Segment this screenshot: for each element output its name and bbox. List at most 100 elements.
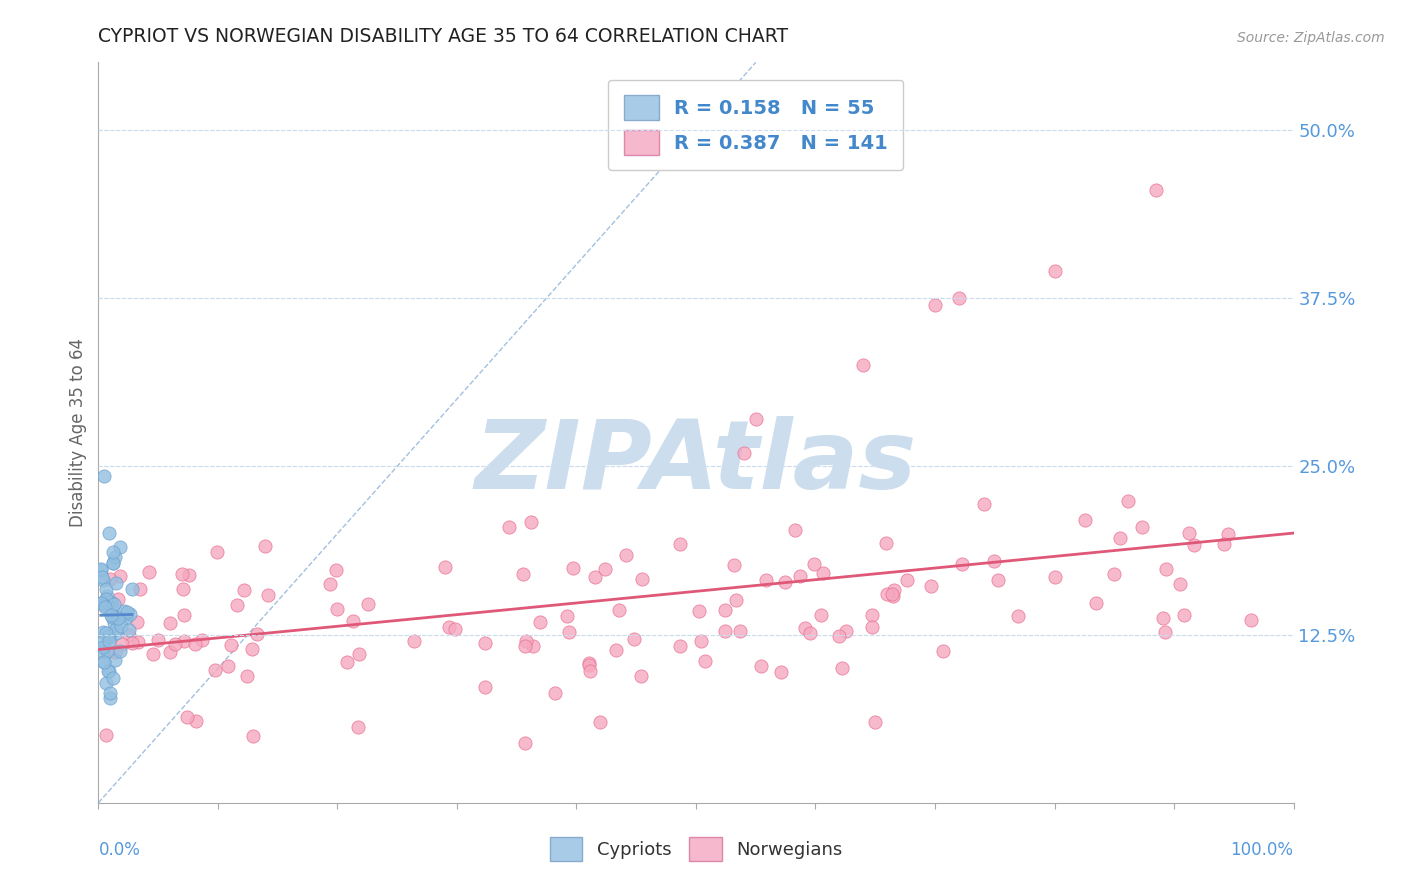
Point <box>115 611 138 625</box>
Point <box>875 535 897 549</box>
Point <box>217 658 239 673</box>
Point <box>512 566 534 581</box>
Point <box>101 671 124 685</box>
Point <box>1240 614 1263 628</box>
Point <box>543 686 565 700</box>
Point <box>474 635 496 649</box>
Point <box>579 665 602 679</box>
Point <box>932 643 955 657</box>
Point <box>404 634 426 648</box>
Point <box>104 576 127 591</box>
Point <box>1154 625 1177 640</box>
Point <box>104 549 127 564</box>
Point <box>104 645 127 659</box>
Point <box>561 561 583 575</box>
Text: 0.0%: 0.0% <box>98 840 141 859</box>
Point <box>335 655 357 669</box>
Point <box>529 615 551 629</box>
Point <box>1007 609 1029 624</box>
Point <box>347 647 370 661</box>
Point <box>256 588 278 602</box>
Text: Source: ZipAtlas.com: Source: ZipAtlas.com <box>1237 31 1385 45</box>
Point <box>159 615 181 630</box>
Point <box>100 630 122 644</box>
Point <box>108 540 131 554</box>
Point <box>883 582 905 597</box>
Point <box>98 691 121 706</box>
Point <box>110 644 132 658</box>
Point <box>755 573 778 587</box>
Point <box>810 608 832 623</box>
Point <box>107 592 129 607</box>
Point <box>127 635 149 649</box>
Point <box>723 558 745 572</box>
Point <box>97 526 120 541</box>
Point <box>121 636 143 650</box>
Point <box>630 572 652 586</box>
Point <box>1118 494 1140 508</box>
Text: 100.0%: 100.0% <box>1230 840 1294 859</box>
Point <box>96 644 118 658</box>
Point <box>1218 526 1240 541</box>
Point <box>1173 607 1195 622</box>
Point <box>101 557 124 571</box>
Point <box>614 548 637 562</box>
Point <box>96 582 118 597</box>
Point <box>98 686 121 700</box>
Point <box>226 598 249 612</box>
Point <box>121 582 143 597</box>
Point <box>91 634 114 648</box>
Point <box>101 556 124 570</box>
Point <box>91 640 114 654</box>
Point <box>920 579 942 593</box>
Point <box>93 598 115 612</box>
Point <box>159 645 181 659</box>
Point <box>90 596 112 610</box>
Point <box>205 544 228 558</box>
Point <box>172 567 194 582</box>
Point <box>117 605 139 619</box>
Point <box>498 520 520 534</box>
Point <box>233 583 256 598</box>
Point <box>1213 537 1236 551</box>
Point <box>118 628 141 642</box>
Point <box>605 643 627 657</box>
Point <box>749 659 772 673</box>
Point <box>623 632 645 646</box>
Point <box>724 592 747 607</box>
Point <box>578 656 600 670</box>
Point <box>513 736 536 750</box>
Point <box>860 608 883 623</box>
Point <box>803 557 825 571</box>
Point <box>110 619 132 633</box>
Point <box>1085 596 1108 610</box>
Point <box>173 633 195 648</box>
Point <box>342 614 364 628</box>
Point <box>90 563 112 577</box>
Point <box>1156 562 1178 576</box>
Point <box>785 523 807 537</box>
Point <box>103 597 125 611</box>
Point <box>107 611 129 625</box>
Point <box>443 622 465 636</box>
Point <box>347 720 370 734</box>
Point <box>794 621 817 635</box>
Point <box>98 634 121 648</box>
Point <box>880 587 903 601</box>
Point <box>138 565 160 579</box>
Point <box>522 640 544 654</box>
Point <box>589 714 612 729</box>
Point <box>983 554 1005 568</box>
Point <box>690 634 713 648</box>
Point <box>219 638 242 652</box>
Legend: Cypriots, Norwegians: Cypriots, Norwegians <box>543 830 849 868</box>
Point <box>924 298 946 312</box>
Point <box>93 655 115 669</box>
Point <box>97 629 120 643</box>
Point <box>91 570 114 584</box>
Point <box>515 640 537 654</box>
Point <box>474 680 496 694</box>
Point <box>90 562 112 576</box>
Point <box>118 607 141 622</box>
Point <box>96 589 118 603</box>
